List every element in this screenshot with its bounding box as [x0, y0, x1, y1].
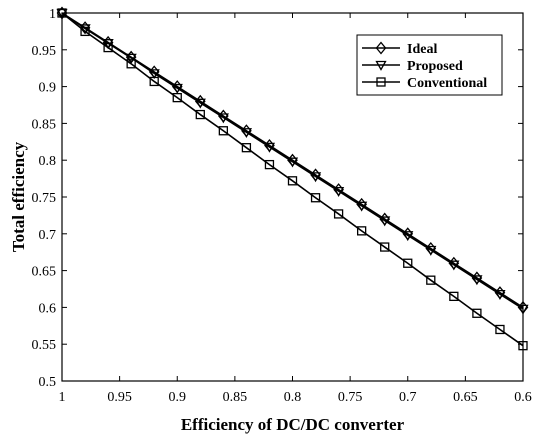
legend: Ideal Proposed Conventional — [356, 34, 503, 96]
data-point-proposed — [356, 201, 368, 212]
data-point-proposed — [494, 290, 506, 300]
y-tick-label: 0.9 — [39, 81, 57, 96]
x-tick-label: 0.85 — [223, 390, 248, 405]
y-tick-label: 0.75 — [32, 191, 57, 206]
x-tick-label: 0.95 — [107, 390, 132, 405]
data-point-proposed — [263, 142, 276, 153]
y-tick-label: 0.6 — [39, 301, 57, 316]
data-point-conventional — [172, 92, 182, 103]
data-point-conventional — [380, 242, 390, 252]
data-point-conventional — [57, 8, 67, 18]
data-point-proposed — [379, 216, 391, 227]
data-point-conventional — [126, 59, 136, 69]
data-point-proposed — [171, 83, 183, 94]
data-point-proposed — [448, 260, 460, 271]
legend-item-proposed: Proposed — [362, 59, 463, 74]
x-tick-label: 0.8 — [284, 390, 302, 405]
legend-marker-square-icon — [376, 77, 386, 87]
series-conventional — [57, 8, 528, 351]
data-point-conventional — [472, 308, 482, 318]
series-line-proposed — [61, 12, 524, 310]
data-point-conventional — [403, 258, 413, 268]
data-point-proposed — [332, 186, 345, 197]
legend-label: Conventional — [407, 76, 487, 91]
legend-label: Ideal — [407, 42, 437, 57]
data-point-proposed — [425, 245, 437, 256]
legend-label: Proposed — [407, 59, 463, 74]
y-axis-label: Total efficiency — [9, 141, 28, 252]
y-tick-label: 0.65 — [32, 265, 57, 280]
data-point-conventional — [310, 193, 321, 203]
data-point-conventional — [333, 209, 344, 219]
data-point-proposed — [471, 275, 483, 286]
data-point-proposed — [217, 113, 229, 124]
x-tick-label: 1 — [59, 390, 66, 405]
y-tick-label: 1 — [49, 7, 56, 22]
series-line-ideal — [61, 12, 524, 309]
x-tick-label: 0.9 — [169, 390, 187, 405]
data-point-proposed — [286, 157, 299, 168]
data-point-proposed — [240, 128, 253, 139]
x-tick-label: 0.65 — [453, 390, 478, 405]
legend-item-conventional: Conventional — [362, 76, 487, 91]
y-tick-label: 0.7 — [39, 228, 57, 243]
data-point-proposed — [125, 53, 137, 64]
x-axis: 1 0.95 0.9 0.85 0.8 0.75 0.7 0.65 0.6 — [59, 13, 532, 405]
data-point-conventional — [449, 291, 459, 302]
legend-item-ideal: Ideal — [362, 41, 437, 57]
data-point-conventional — [356, 226, 367, 236]
data-point-conventional — [264, 159, 275, 170]
x-tick-label: 0.75 — [338, 390, 363, 405]
data-point-proposed — [148, 69, 160, 80]
y-tick-label: 0.55 — [32, 338, 57, 353]
data-point-proposed — [402, 231, 414, 242]
legend-marker-triangle-down-icon — [375, 60, 387, 71]
y-tick-label: 0.95 — [32, 44, 57, 59]
series-line-conventional — [61, 12, 524, 347]
data-point-conventional — [426, 275, 436, 285]
data-point-conventional — [287, 176, 298, 186]
x-tick-label: 0.7 — [399, 390, 417, 405]
data-point-conventional — [218, 126, 229, 136]
data-point-conventional — [241, 143, 252, 153]
x-tick-label: 0.6 — [514, 390, 532, 405]
data-point-conventional — [103, 42, 113, 53]
series-proposed — [56, 8, 529, 315]
y-tick-label: 0.85 — [32, 117, 57, 132]
data-point-conventional — [149, 76, 159, 87]
x-axis-label: Efficiency of DC/DC converter — [181, 415, 405, 434]
y-axis: 0.5 0.55 0.6 0.65 0.7 0.75 0.8 0.85 0.9 0.95 1 — [32, 7, 523, 390]
data-point-conventional — [495, 324, 505, 335]
data-point-proposed — [517, 304, 529, 315]
y-tick-label: 0.8 — [39, 154, 57, 169]
y-tick-label: 0.5 — [39, 375, 57, 390]
data-point-conventional — [518, 341, 528, 351]
data-point-proposed — [194, 98, 206, 109]
data-point-conventional — [80, 26, 90, 37]
legend-marker-diamond-icon — [375, 41, 387, 55]
series-layer — [56, 6, 529, 351]
data-point-conventional — [195, 109, 205, 120]
data-point-proposed — [309, 172, 322, 183]
